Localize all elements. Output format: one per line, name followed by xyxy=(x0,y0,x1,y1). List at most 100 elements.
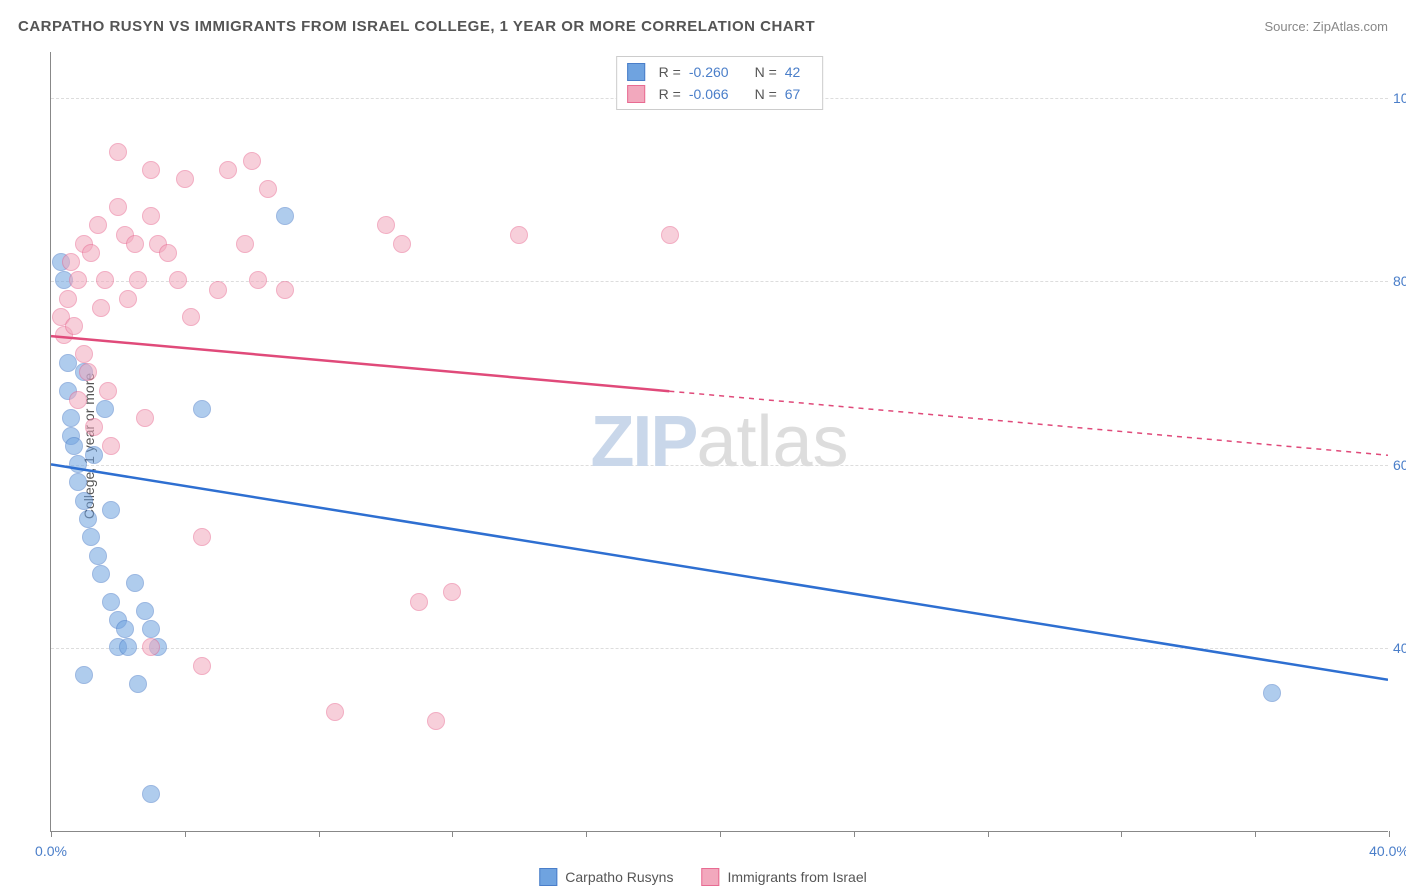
data-point xyxy=(176,170,194,188)
n-value: 42 xyxy=(785,64,801,80)
data-point xyxy=(126,574,144,592)
data-point xyxy=(96,400,114,418)
watermark: ZIPatlas xyxy=(590,401,848,483)
legend-label: Carpatho Rusyns xyxy=(565,869,673,885)
data-point xyxy=(59,354,77,372)
plot-area: ZIPatlas R =-0.260N =42R =-0.066N =67 40… xyxy=(50,52,1388,832)
data-point xyxy=(193,657,211,675)
n-label: N = xyxy=(755,64,777,80)
x-tick xyxy=(988,831,989,837)
data-point xyxy=(129,271,147,289)
grid-line xyxy=(51,465,1388,466)
data-point xyxy=(219,161,237,179)
r-value: -0.066 xyxy=(689,86,729,102)
data-point xyxy=(65,437,83,455)
data-point xyxy=(82,244,100,262)
legend-swatch xyxy=(627,85,645,103)
data-point xyxy=(59,290,77,308)
chart-title: CARPATHO RUSYN VS IMMIGRANTS FROM ISRAEL… xyxy=(18,18,815,35)
y-tick-label: 40.0% xyxy=(1393,640,1406,656)
legend-swatch xyxy=(539,868,557,886)
data-point xyxy=(79,363,97,381)
data-point xyxy=(82,528,100,546)
data-point xyxy=(1263,684,1281,702)
data-point xyxy=(69,271,87,289)
data-point xyxy=(65,317,83,335)
legend-row: R = -0.260 N = 42 xyxy=(627,61,813,83)
data-point xyxy=(109,198,127,216)
data-point xyxy=(126,235,144,253)
grid-line xyxy=(51,648,1388,649)
data-point xyxy=(89,547,107,565)
data-point xyxy=(142,207,160,225)
legend-row: R =-0.066N =67 xyxy=(627,83,813,105)
x-tick xyxy=(452,831,453,837)
data-point xyxy=(393,235,411,253)
trend-line xyxy=(51,336,669,391)
data-point xyxy=(209,281,227,299)
x-tick xyxy=(1255,831,1256,837)
legend-swatch xyxy=(627,63,645,81)
data-point xyxy=(159,244,177,262)
data-point xyxy=(249,271,267,289)
x-tick xyxy=(586,831,587,837)
data-point xyxy=(243,152,261,170)
data-point xyxy=(109,143,127,161)
data-point xyxy=(142,785,160,803)
series-legend: Carpatho Rusyns Immigrants from Israel xyxy=(539,868,866,886)
data-point xyxy=(236,235,254,253)
data-point xyxy=(119,638,137,656)
source-text: Source: ZipAtlas.com xyxy=(1264,19,1388,34)
data-point xyxy=(119,290,137,308)
data-point xyxy=(193,528,211,546)
data-point xyxy=(92,299,110,317)
watermark-part1: ZIP xyxy=(590,402,696,482)
data-point xyxy=(377,216,395,234)
r-label: R = xyxy=(659,86,681,102)
data-point xyxy=(326,703,344,721)
legend-swatch xyxy=(701,868,719,886)
data-point xyxy=(510,226,528,244)
data-point xyxy=(169,271,187,289)
data-point xyxy=(142,161,160,179)
data-point xyxy=(62,253,80,271)
data-point xyxy=(85,418,103,436)
y-tick-label: 100.0% xyxy=(1393,90,1406,106)
x-tick xyxy=(319,831,320,837)
data-point xyxy=(102,593,120,611)
data-point xyxy=(99,382,117,400)
data-point xyxy=(69,455,87,473)
data-point xyxy=(62,409,80,427)
trend-line-extrapolated xyxy=(669,391,1388,455)
data-point xyxy=(410,593,428,611)
data-point xyxy=(142,638,160,656)
data-point xyxy=(136,409,154,427)
legend-label: Immigrants from Israel xyxy=(727,869,866,885)
data-point xyxy=(276,207,294,225)
data-point xyxy=(102,437,120,455)
data-point xyxy=(89,216,107,234)
correlation-legend: R =-0.260N =42R =-0.066N =67 xyxy=(616,56,824,110)
data-point xyxy=(129,675,147,693)
data-point xyxy=(276,281,294,299)
r-value: -0.260 xyxy=(689,64,729,80)
data-point xyxy=(92,565,110,583)
r-label: R = xyxy=(659,64,681,80)
data-point xyxy=(75,492,93,510)
watermark-part2: atlas xyxy=(696,402,848,482)
x-tick xyxy=(1121,831,1122,837)
x-tick xyxy=(1389,831,1390,837)
data-point xyxy=(427,712,445,730)
data-point xyxy=(182,308,200,326)
data-point xyxy=(69,473,87,491)
legend-item: Carpatho Rusyns xyxy=(539,868,673,886)
y-tick-label: 60.0% xyxy=(1393,457,1406,473)
y-tick-label: 80.0% xyxy=(1393,273,1406,289)
data-point xyxy=(69,391,87,409)
data-point xyxy=(443,583,461,601)
x-tick-label: 40.0% xyxy=(1369,843,1406,859)
x-tick xyxy=(185,831,186,837)
x-tick xyxy=(720,831,721,837)
data-point xyxy=(75,666,93,684)
x-tick-label: 0.0% xyxy=(35,843,67,859)
